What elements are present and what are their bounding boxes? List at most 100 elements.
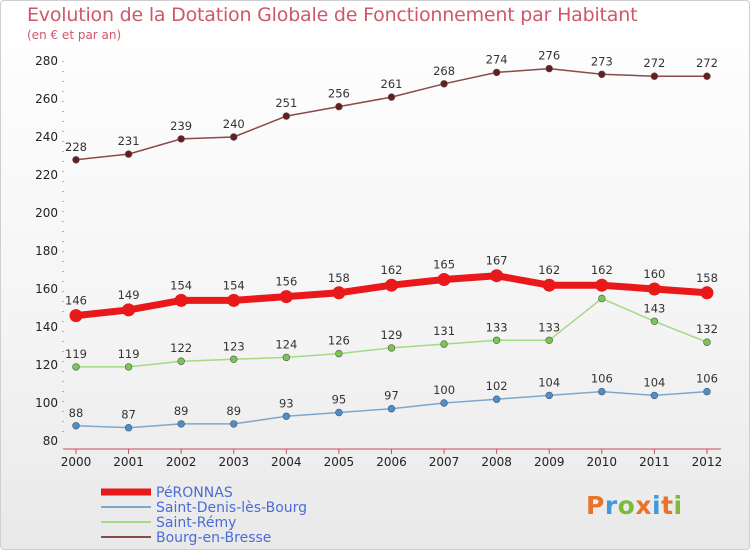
data-label: 88: [69, 406, 84, 420]
logo-letter: i: [652, 491, 662, 520]
data-point: [282, 353, 291, 362]
data-point: [124, 150, 133, 158]
series-saint-r-my: [72, 294, 711, 371]
legend-label: PéRONNAS: [156, 485, 233, 501]
legend-label: Saint-Rémy: [156, 515, 236, 531]
data-label: 228: [65, 140, 87, 154]
data-label: 106: [591, 372, 613, 386]
series-p-ronnas: [69, 269, 714, 323]
data-point: [279, 290, 293, 304]
data-point: [177, 135, 185, 143]
data-point: [703, 72, 711, 80]
data-point: [492, 336, 501, 344]
data-label: 162: [591, 263, 613, 277]
data-point: [545, 391, 553, 400]
data-label: 119: [65, 347, 87, 361]
data-label: 231: [118, 134, 140, 148]
y-tick-label: 280: [35, 54, 58, 68]
data-label: 274: [486, 52, 508, 66]
x-tick-label: 2003: [218, 455, 249, 469]
chart-title: Evolution de la Dotation Globale de Fonc…: [27, 4, 638, 26]
data-label: 102: [486, 379, 508, 393]
data-label: 149: [118, 288, 140, 302]
data-point: [440, 399, 448, 407]
data-label: 126: [328, 334, 350, 348]
data-point: [174, 293, 188, 307]
data-label: 165: [433, 258, 455, 272]
series-bourg-en-bresse: [72, 64, 711, 164]
data-label: 143: [643, 301, 665, 315]
y-tick-label: 140: [35, 320, 58, 334]
x-tick-label: 2011: [639, 455, 670, 469]
data-point: [387, 405, 396, 413]
data-point: [335, 349, 343, 358]
proxiti-logo: Proxiti: [586, 491, 683, 520]
data-point: [122, 303, 136, 317]
data-label: 89: [174, 404, 189, 418]
data-point: [384, 278, 398, 292]
data-label: 239: [170, 119, 192, 133]
data-point: [595, 278, 609, 292]
data-label: 272: [643, 56, 665, 70]
data-label: 133: [486, 320, 508, 334]
logo-letter: r: [604, 491, 618, 520]
data-point: [492, 68, 501, 77]
data-label: 162: [538, 263, 560, 277]
data-label: 133: [538, 320, 560, 334]
y-tick-label: 180: [35, 244, 58, 258]
data-point: [387, 93, 396, 101]
data-label: 156: [275, 275, 297, 289]
legend-label: Bourg-en-Bresse: [156, 530, 271, 546]
data-point: [437, 273, 451, 286]
y-tick-label: 260: [35, 92, 58, 106]
x-tick-label: 2002: [166, 455, 197, 469]
y-tick-label: 80: [43, 434, 58, 448]
data-point: [650, 72, 659, 80]
data-point: [72, 422, 80, 430]
logo-letter: t: [661, 491, 674, 520]
x-tick-label: 2008: [481, 455, 512, 469]
data-label: 122: [170, 341, 192, 355]
data-label: 276: [538, 49, 560, 63]
x-tick-label: 2005: [324, 455, 355, 469]
data-label: 106: [696, 372, 718, 386]
data-point: [124, 424, 133, 432]
data-point: [647, 282, 661, 296]
data-point: [177, 357, 185, 365]
x-tick-label: 2009: [534, 455, 565, 469]
data-label: 87: [121, 408, 136, 422]
x-tick-label: 2004: [271, 455, 302, 469]
data-point: [124, 363, 133, 371]
x-tick-label: 2001: [113, 455, 144, 469]
data-label: 158: [696, 271, 718, 285]
logo-letter: i: [673, 491, 683, 520]
data-label: 146: [65, 294, 87, 308]
data-point: [650, 391, 659, 400]
data-label: 129: [381, 328, 403, 342]
data-label: 167: [486, 254, 508, 268]
y-tick-label: 120: [35, 358, 58, 372]
data-label: 160: [643, 267, 665, 281]
data-label: 123: [223, 339, 245, 353]
data-label: 95: [332, 393, 347, 407]
data-point: [492, 395, 501, 403]
data-point: [700, 286, 714, 300]
y-tick-label: 100: [35, 396, 58, 410]
data-point: [542, 278, 556, 292]
data-label: 240: [223, 117, 245, 131]
x-tick-label: 2006: [376, 455, 407, 469]
data-label: 132: [696, 322, 718, 336]
x-tick-label: 2007: [429, 455, 460, 469]
chart-subtitle: (en € et par an): [27, 28, 122, 42]
x-tick-label: 2012: [692, 455, 723, 469]
data-point: [545, 336, 553, 344]
data-label: 93: [279, 396, 294, 410]
series-saint-denis-l-s-bourg: [72, 387, 711, 432]
data-labels-layer: 228 231 239 240 251 256 261 268 274 276 273 272 272 1…: [65, 49, 718, 422]
series-layer: [69, 64, 714, 432]
data-label: 256: [328, 87, 350, 101]
logo-letter: x: [635, 491, 652, 520]
data-point: [227, 293, 241, 307]
data-label: 104: [538, 375, 560, 389]
data-label: 154: [170, 278, 192, 292]
